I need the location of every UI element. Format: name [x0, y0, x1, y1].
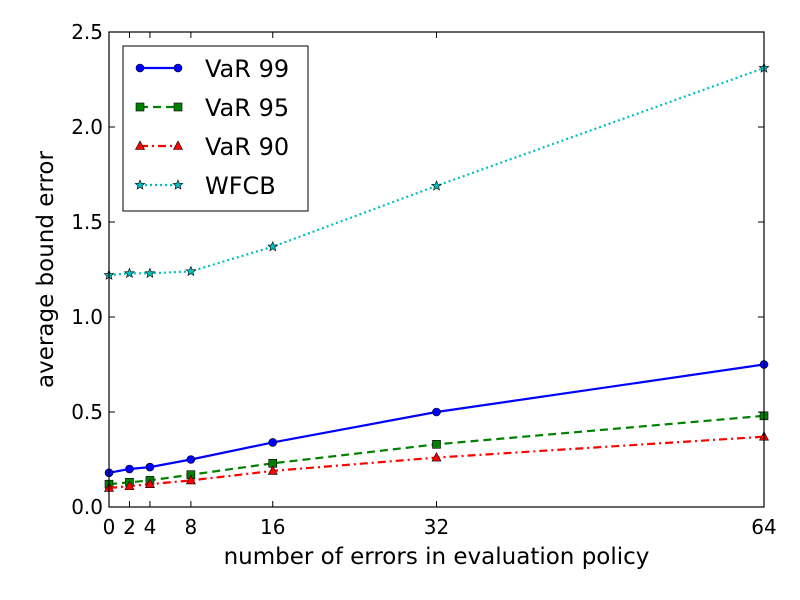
data-point [267, 240, 279, 252]
data-point [431, 451, 442, 462]
x-tick-label: 8 [185, 515, 198, 539]
axes-layer: 0 2 4 8 16 32 64 0.0 0.5 1.0 1.5 2.0 2.5 [71, 20, 777, 539]
y-tick-label: 1.5 [71, 210, 103, 234]
data-point [123, 267, 135, 279]
legend-item: VaR 95 [135, 94, 289, 122]
data-point [185, 474, 196, 485]
legend-label: VaR 95 [205, 94, 289, 122]
legend-item: VaR 99 [135, 55, 289, 83]
legend-marker [135, 63, 145, 73]
x-tick-label: 16 [260, 515, 285, 539]
data-point [185, 265, 197, 277]
series-layer [103, 62, 770, 492]
x-tick-label: 2 [123, 515, 136, 539]
data-point [145, 462, 155, 472]
legend-item: WFCB [134, 172, 276, 200]
legend-marker [134, 179, 146, 190]
legend-marker [173, 102, 183, 112]
y-tick-label: 1.0 [71, 305, 103, 329]
data-point [144, 478, 155, 489]
y-axis-label: average bound error [33, 151, 59, 388]
series-var-99 [104, 360, 769, 478]
data-point [432, 439, 441, 449]
data-point [124, 480, 135, 490]
legend: VaR 99 VaR 95 VaR 90 WFCB [122, 45, 309, 212]
x-axis-label: number of errors in evaluation policy [224, 544, 650, 570]
legend-label: WFCB [205, 172, 276, 200]
data-point [186, 455, 196, 464]
x-tick-label: 32 [424, 515, 449, 539]
data-point [268, 438, 278, 447]
legend-marker [173, 140, 183, 150]
data-point [430, 180, 443, 191]
legend-label: VaR 90 [205, 133, 289, 161]
legend-box [122, 45, 309, 212]
legend-marker [135, 140, 145, 150]
y-tick-label: 0.5 [71, 400, 103, 424]
x-tick-label: 0 [103, 515, 116, 539]
y-tick-label: 0.0 [71, 495, 103, 519]
legend-label: VaR 99 [205, 55, 289, 83]
data-point [267, 465, 278, 475]
legend-marker [172, 179, 184, 190]
x-tick-label: 64 [751, 515, 776, 539]
x-tick-label: 4 [144, 515, 157, 539]
legend-item: VaR 90 [135, 133, 289, 161]
legend-marker [135, 102, 145, 112]
data-point [432, 407, 441, 417]
legend-marker [173, 63, 183, 73]
series-wfcb [103, 62, 770, 280]
y-tick-label: 2.5 [71, 20, 103, 44]
data-point [144, 267, 156, 279]
y-tick-label: 2.0 [71, 115, 103, 139]
data-point [125, 464, 134, 474]
